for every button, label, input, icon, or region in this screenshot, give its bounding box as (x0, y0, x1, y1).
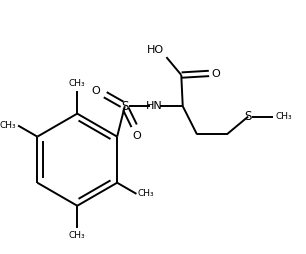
Text: CH₃: CH₃ (276, 112, 293, 121)
Text: O: O (211, 69, 220, 78)
Text: CH₃: CH₃ (0, 121, 17, 130)
Text: CH₃: CH₃ (138, 189, 155, 198)
Text: O: O (132, 131, 141, 141)
Text: S: S (244, 110, 252, 123)
Text: O: O (91, 86, 100, 96)
Text: HN: HN (146, 101, 163, 111)
Text: CH₃: CH₃ (69, 231, 86, 240)
Text: CH₃: CH₃ (69, 79, 86, 88)
Text: HO: HO (147, 45, 164, 55)
Text: S: S (121, 100, 129, 113)
